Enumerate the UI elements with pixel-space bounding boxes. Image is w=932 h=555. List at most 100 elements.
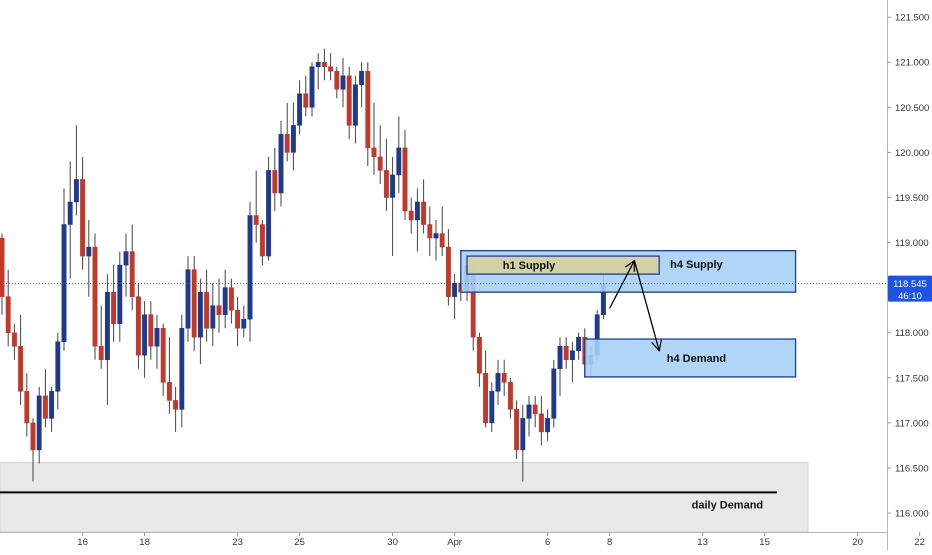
h4-demand-zone [584, 338, 797, 378]
daily-demand-zone [0, 462, 809, 533]
candle-body-down [383, 170, 389, 198]
candle [576, 332, 582, 360]
candle [371, 102, 377, 175]
candle-body-up [36, 395, 42, 451]
price-axis: 116.000 116.500 117.000 117.500 118.000 118.5… [887, 0, 932, 550]
x-tick-label: 23 [232, 537, 243, 548]
candle [210, 283, 216, 347]
candle-body-up [520, 418, 526, 451]
candle-body-down [532, 404, 538, 415]
candle-body-down [173, 400, 179, 410]
candle [303, 75, 309, 117]
candle-body-up [309, 66, 315, 108]
candle [352, 75, 358, 144]
candle [259, 220, 265, 266]
y-tick-label: 117.000 [895, 418, 929, 429]
candle [328, 53, 334, 81]
candle-body-down [191, 269, 197, 338]
candle [309, 62, 315, 117]
candle-body-down [346, 75, 352, 126]
candle-body-down [476, 336, 482, 374]
candle [532, 395, 538, 428]
candle [154, 314, 160, 369]
candle-body-down [228, 287, 234, 311]
candle [228, 278, 234, 324]
candle [86, 220, 92, 297]
annotation-arrow [633, 260, 659, 351]
candle-body-up [117, 264, 123, 324]
candle-body-up [210, 305, 216, 329]
candle [340, 57, 346, 108]
candle-body-up [340, 75, 346, 90]
x-tick-label: 20 [852, 537, 863, 548]
candle [253, 170, 259, 243]
candle-body-down [92, 246, 98, 347]
y-tick-label: 121.500 [895, 13, 929, 24]
candle-body-up [241, 318, 247, 329]
candle [545, 409, 551, 441]
candle-body-down [24, 391, 30, 424]
y-tick-label: 119.500 [895, 193, 929, 204]
candle-body-up [86, 246, 92, 257]
candle-body-down [235, 309, 241, 329]
candle-body-up [433, 233, 439, 239]
last-price-countdown: 46:10 [898, 291, 922, 302]
candle [290, 102, 296, 171]
candle [507, 377, 513, 419]
candle-body-down [129, 251, 135, 297]
candle-body-up [73, 179, 79, 203]
candle-body-up [49, 391, 55, 419]
x-tick-label: 30 [387, 537, 398, 548]
candle [284, 102, 290, 162]
candle [321, 48, 327, 81]
candle-body-down [514, 409, 520, 451]
time-axis: 16 18 23 25 30 Apr 6 8 13 15 20 22 [0, 532, 925, 548]
candle [92, 233, 98, 360]
candle-body-down [427, 224, 433, 239]
candle-body-down [321, 61, 327, 67]
x-tick-label: 6 [545, 537, 550, 548]
candle-body-up [359, 70, 365, 86]
candle [67, 161, 73, 279]
candle-body-up [247, 215, 253, 320]
candle [315, 53, 321, 90]
candle [334, 66, 340, 99]
candle [421, 179, 427, 234]
y-tick-label: 116.000 [895, 509, 929, 520]
candle-body-up [352, 84, 358, 126]
annotation-arrow [609, 261, 635, 309]
candle [383, 138, 389, 211]
candle [241, 305, 247, 338]
candle [489, 382, 495, 432]
candle [111, 265, 117, 342]
candle [557, 337, 563, 396]
candle-body-up [185, 269, 191, 329]
candle-body-up [526, 404, 532, 419]
candle-body-down [501, 373, 507, 383]
candle [160, 323, 166, 396]
candle [129, 224, 135, 311]
candle-body-down [445, 246, 451, 297]
candle [408, 197, 414, 234]
x-tick-label: 22 [914, 537, 925, 548]
candle-body-up [278, 134, 284, 194]
candle [148, 301, 154, 360]
candle-body-up [414, 201, 420, 221]
last-price-value: 118.545 [893, 279, 927, 290]
candle [365, 62, 371, 166]
candle [104, 274, 110, 405]
y-tick-label: 119.000 [895, 238, 929, 249]
candle-body-down [30, 422, 36, 451]
candle [433, 220, 439, 261]
candle [173, 386, 179, 432]
candle [36, 386, 42, 464]
candle-body-up [197, 291, 203, 338]
x-tick-label: 25 [294, 537, 305, 548]
candle [0, 233, 5, 315]
candle-body-down [111, 291, 117, 324]
zone-layer [0, 462, 809, 533]
candle [483, 350, 489, 428]
h4-supply-label: h4 Supply [670, 259, 723, 271]
